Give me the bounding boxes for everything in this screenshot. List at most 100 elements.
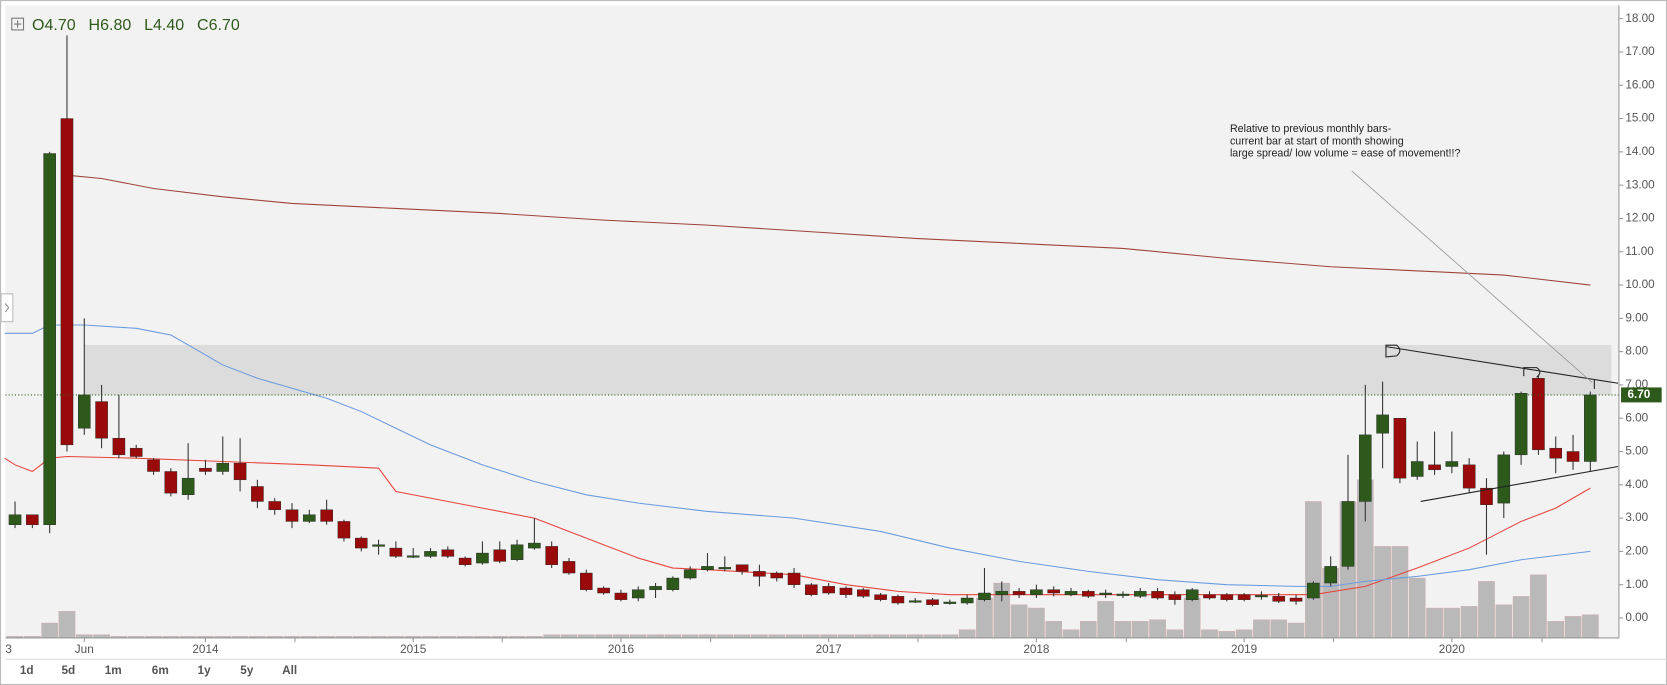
candle-body [60,118,74,446]
ohlc-label: H6.80 [89,16,132,34]
candle-body [26,514,39,525]
x-tick-label: Jun [75,643,94,656]
candle-body [320,509,333,522]
y-tick-label: 14.00 [1625,145,1655,158]
volume-bar [1547,621,1565,639]
candle-body [164,471,178,494]
volume-bar [1253,619,1270,639]
range-button[interactable]: 1y [198,664,212,677]
candle-body [458,557,472,565]
candle-body [631,589,645,599]
candle-body [354,537,368,549]
volume-bar [1131,621,1149,639]
candle-body [372,544,385,547]
candle-body [580,572,593,590]
volume-bar [1097,601,1114,639]
candle-body [735,564,749,572]
expand-icon[interactable] [11,17,25,31]
candle-body [1272,596,1286,602]
candle-body [1514,393,1528,456]
range-button[interactable]: 5y [240,664,254,677]
moving-average [4,455,1591,596]
candle-body [1116,593,1130,596]
ohlc-label: C6.70 [197,16,240,34]
y-tick-label: 12.00 [1625,212,1655,225]
side-toggle-box[interactable] [0,293,14,323]
y-tick-label: 9.00 [1625,311,1648,324]
candle-body [1445,461,1459,467]
candle-body [718,567,732,570]
y-tick-label: 13.00 [1625,178,1655,191]
side-toggle-arrow [4,303,10,313]
candle-layer [8,35,1597,607]
bracket-mark [1523,367,1541,378]
candle-body [683,569,697,579]
candle-body [424,551,437,557]
candle-body [8,514,22,525]
candle-body [545,546,558,565]
candle-body [874,594,887,600]
volume-bar [958,629,976,639]
candle-body [1584,394,1597,462]
candle-body [1237,594,1251,600]
candle-body [943,601,957,604]
y-tick-label: 17.00 [1625,45,1655,58]
y-tick-label: 1.00 [1625,578,1648,591]
volume-bar [58,611,76,639]
candle-body [1497,454,1511,504]
volume-bar [1391,546,1409,639]
candle-body [1185,589,1199,600]
volume-bar [1045,621,1062,639]
candle-body [1030,589,1043,595]
range-button[interactable]: 1m [105,664,122,677]
volume-bar [1270,619,1288,639]
volume-bar [1062,629,1080,639]
candle-body [1532,378,1545,451]
background-layer [84,344,1612,395]
range-button[interactable]: 6m [152,664,169,677]
candle-body [1168,594,1182,600]
candle-body [891,596,905,604]
range-button[interactable]: All [282,664,297,677]
x-tick-label: 2016 [608,643,635,656]
candle-body [1220,594,1234,600]
candle-body [1428,464,1441,471]
volume-bar [1028,607,1045,639]
range-button[interactable]: 1d [20,664,34,677]
candle-body [476,552,489,564]
volume-bar [1408,577,1426,639]
candle-body [1289,597,1303,602]
candle-body [1410,461,1424,477]
candle-body [1359,434,1372,502]
candle-body [701,566,714,570]
volume-bar [1460,606,1478,639]
y-tick-label: 8.00 [1625,345,1648,358]
candle-body [805,584,818,595]
x-tick-label: 2017 [816,643,842,656]
y-tick-label: 15.00 [1625,112,1655,125]
x-tick-label: 3 [5,643,12,656]
candle-body [199,467,212,472]
volume-bar [1114,621,1132,639]
candle-body [303,514,316,522]
candle-body [1393,418,1407,479]
candle-body [1151,591,1164,599]
candle-body [857,589,870,597]
y-tick-label: 16.00 [1625,78,1655,91]
range-button[interactable]: 5d [62,664,76,677]
candle-body [1082,591,1095,597]
candle-body [1307,582,1320,599]
candle-body [95,401,108,439]
volume-bar [1495,604,1513,639]
y-tick-label: 11.00 [1625,245,1654,258]
candle-body [112,437,126,456]
candle-body [441,549,455,557]
volume-bar [1582,614,1599,639]
volume-bar [1010,604,1028,639]
side-toggle[interactable] [0,293,14,323]
expand-box[interactable] [11,17,25,31]
volume-bar [1080,621,1097,639]
x-tick-label: 2018 [1023,643,1050,656]
candle-body [1376,414,1389,434]
